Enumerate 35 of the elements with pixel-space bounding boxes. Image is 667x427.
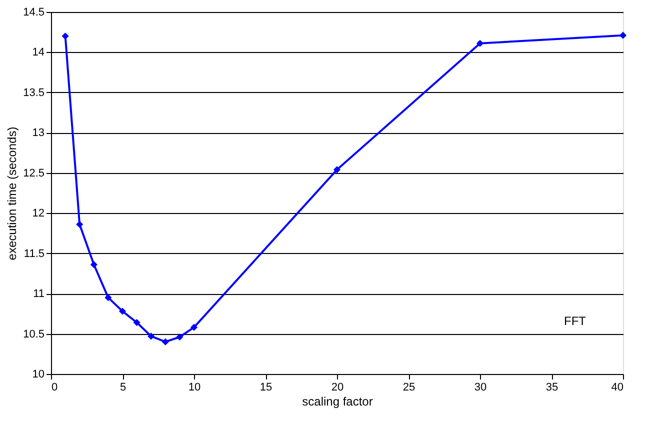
y-tick-label: 11 (33, 288, 44, 300)
y-tick-label: 10 (32, 368, 44, 380)
annotation: FFT (564, 314, 587, 328)
point (90, 261, 98, 268)
x-tick-label: 40 (611, 382, 624, 394)
point (104, 294, 112, 302)
point (190, 324, 198, 331)
x-tick-label: 0 (52, 382, 58, 394)
x-tick-label: 35 (546, 382, 558, 394)
point (333, 166, 341, 174)
point (133, 318, 140, 326)
point (76, 220, 84, 228)
y-tick-label: 12.5 (23, 167, 44, 180)
point (118, 308, 126, 315)
y-tick-label: 10.5 (23, 328, 44, 340)
x-tick-label: 20 (331, 382, 344, 394)
point (162, 338, 169, 346)
y-axis-title: execution time (seconds) (5, 126, 20, 260)
y-tick-label: 14.5 (23, 6, 44, 18)
y-tick-label: 13.5 (23, 86, 44, 99)
x-axis-title: scaling factor (302, 394, 373, 408)
x-tick-label: 25 (402, 382, 416, 394)
point (62, 32, 69, 40)
y-tick-label: 11.5 (24, 248, 44, 260)
y-tick-label: 13 (32, 127, 44, 140)
x-tick-label: 5 (120, 382, 126, 394)
point (176, 333, 184, 341)
x-tick-label: 15 (260, 382, 272, 394)
point (619, 32, 627, 39)
y-tick-label: 12 (32, 208, 44, 220)
point (148, 332, 155, 340)
x-tick-label: 30 (474, 382, 487, 394)
x-tick-label: 10 (188, 382, 201, 394)
y-tick-label: 14 (32, 46, 44, 59)
point (476, 40, 484, 47)
